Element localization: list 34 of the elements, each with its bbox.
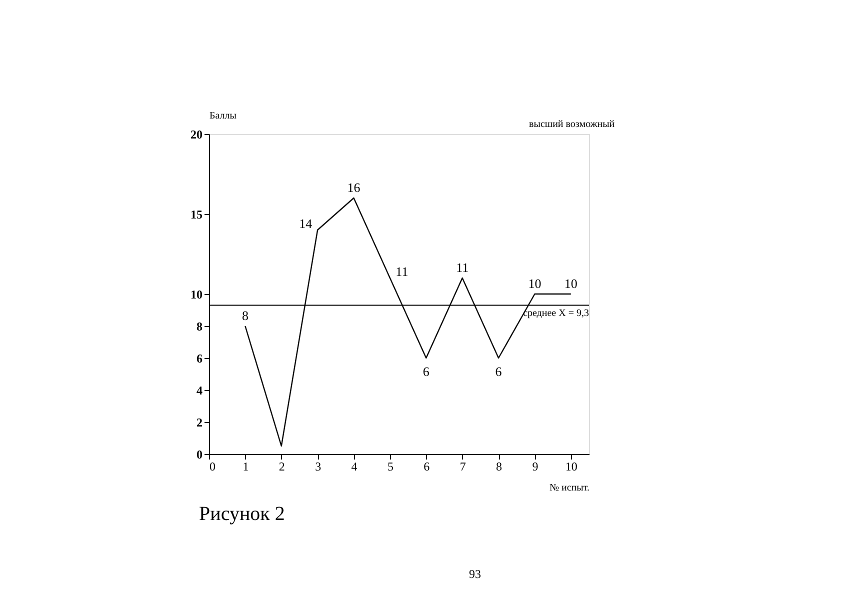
y-tick-label: 8 [196,320,202,334]
x-tick-label: 0 [210,460,216,474]
x-tick-label: 10 [565,460,578,474]
x-tick-label: 4 [351,460,358,474]
x-tick-label: 9 [532,460,538,474]
x-tick-label: 8 [496,460,502,474]
data-label: 11 [396,264,408,279]
y-tick-label: 20 [190,128,202,142]
x-tick-label: 2 [278,460,285,474]
text: Рисунок 2 [199,503,285,525]
data-label: 16 [347,180,361,195]
x-tick-label: 3 [315,460,322,474]
y-tick-label: 6 [196,352,202,366]
data-label: 10 [528,276,542,291]
x-tick-label: 6 [424,460,430,474]
ref-line-label: среднее X = 9,3 [523,308,589,320]
data-label: 10 [564,276,578,291]
y-tick-label: 10 [190,288,202,302]
data-label: 8 [242,308,248,323]
y-tick-label: 15 [190,208,202,222]
data-label: 6 [422,364,430,379]
data-label: 6 [495,364,502,379]
x-tick-label: 1 [242,460,249,474]
text: 93 [469,567,481,581]
data-label: 14 [299,216,313,231]
text: высший возможный [529,119,616,130]
x-tick-label: 5 [387,460,394,474]
y-tick-label: 2 [196,416,202,430]
y-axis-title: Баллы [210,110,237,122]
data-label: 11 [456,260,469,275]
y-tick-label: 0 [196,448,202,462]
y-tick-label: 4 [196,384,202,398]
x-axis-title: № испыт. [549,482,590,494]
x-tick-label: 7 [460,460,466,474]
